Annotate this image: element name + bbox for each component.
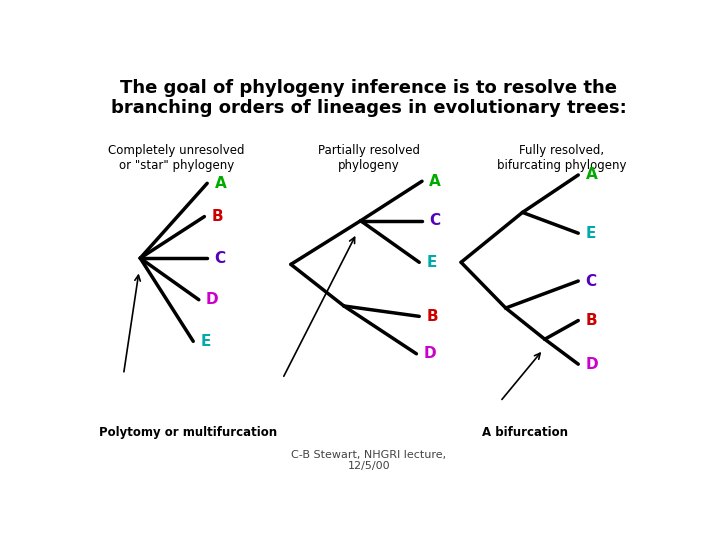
Text: C-B Stewart, NHGRI lecture,
12/5/00: C-B Stewart, NHGRI lecture, 12/5/00 <box>292 450 446 471</box>
Text: Completely unresolved
or "star" phylogeny: Completely unresolved or "star" phylogen… <box>108 144 245 172</box>
Text: E: E <box>200 334 211 349</box>
Text: A bifurcation: A bifurcation <box>482 426 568 439</box>
Text: B: B <box>426 309 438 324</box>
Text: A: A <box>585 167 598 183</box>
Text: The goal of phylogeny inference is to resolve the: The goal of phylogeny inference is to re… <box>120 79 618 97</box>
Text: E: E <box>426 255 437 270</box>
Text: Polytomy or multifurcation: Polytomy or multifurcation <box>99 426 276 439</box>
Text: A: A <box>429 174 441 188</box>
Text: D: D <box>585 357 598 372</box>
Text: E: E <box>585 226 596 241</box>
Text: C: C <box>585 274 597 288</box>
Text: Fully resolved,
bifurcating phylogeny: Fully resolved, bifurcating phylogeny <box>497 144 626 172</box>
Text: D: D <box>206 292 219 307</box>
Text: C: C <box>215 251 225 266</box>
Text: A: A <box>215 176 226 191</box>
Text: branching orders of lineages in evolutionary trees:: branching orders of lineages in evolutio… <box>111 99 627 118</box>
Text: B: B <box>212 209 223 224</box>
Text: B: B <box>585 313 597 328</box>
Text: D: D <box>423 346 436 361</box>
Text: C: C <box>429 213 441 228</box>
Text: Partially resolved
phylogeny: Partially resolved phylogeny <box>318 144 420 172</box>
